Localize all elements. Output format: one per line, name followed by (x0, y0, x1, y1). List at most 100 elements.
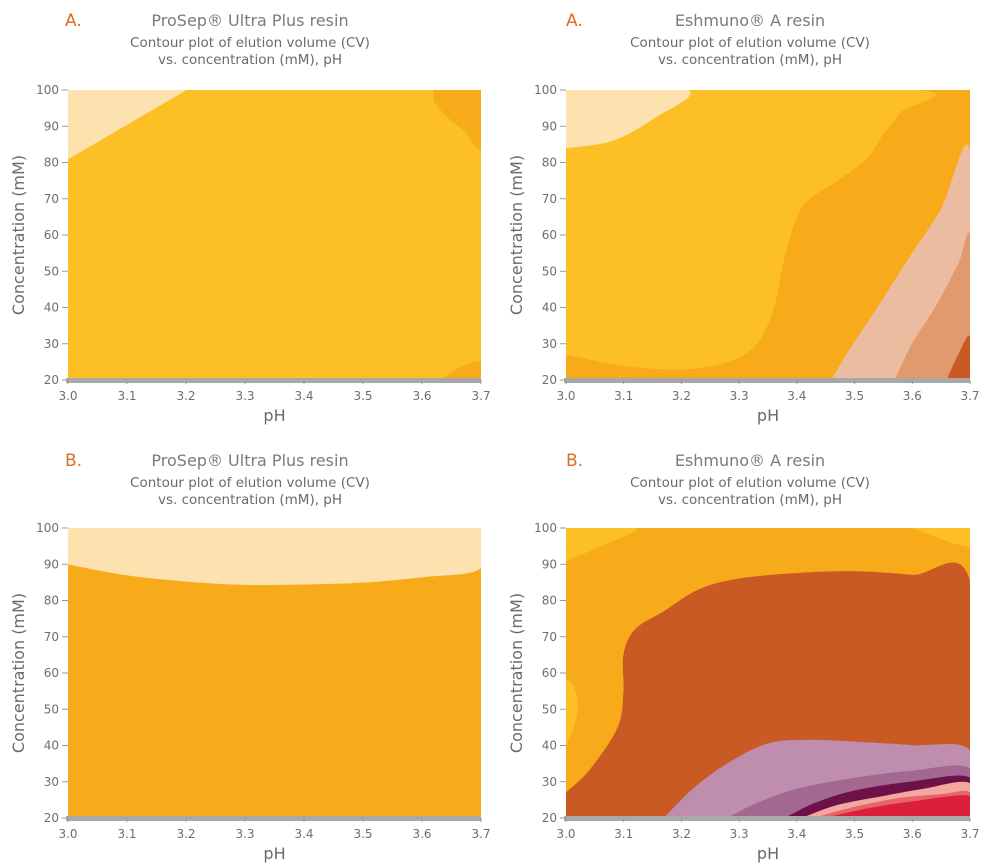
x-tick-label: 3.3 (235, 389, 254, 403)
panel-letter: A. (566, 11, 583, 31)
contour-regions (68, 90, 481, 380)
chart-title: Eshmuno® A resin (675, 11, 825, 30)
panel-letter: B. (566, 451, 583, 471)
y-tick-label: 30 (542, 775, 557, 789)
contour-region (566, 528, 637, 561)
contour-region (433, 90, 481, 150)
contour-panel-1: 20 30 40 50 60 70 80 90 100 3.0 3.1 3.2 3.3 3.4 3.5 3.6… (9, 11, 491, 425)
contour-region (566, 679, 578, 746)
contour-regions (566, 90, 970, 380)
y-tick-label: 20 (44, 811, 59, 825)
y-tick-label: 70 (44, 630, 59, 644)
x-tick-label: 3.3 (730, 389, 749, 403)
x-tick-label: 3.1 (614, 827, 633, 841)
x-tick-label: 3.7 (960, 389, 979, 403)
y-tick-label: 90 (44, 119, 59, 133)
chart-title: ProSep® Ultra Plus resin (151, 451, 348, 470)
y-axis-label: Concentration (mM) (9, 593, 28, 753)
x-axis-label: pH (757, 406, 779, 425)
panel-letter: B. (65, 451, 82, 471)
y-tick-label: 20 (542, 373, 557, 387)
y-tick-label: 60 (44, 228, 59, 242)
chart-subtitle-line2: vs. concentration (mM), pH (658, 492, 842, 508)
y-tick-label: 100 (36, 83, 59, 97)
chart-subtitle-line2: vs. concentration (mM), pH (658, 52, 842, 68)
contour-region (439, 361, 481, 380)
contour-panel-3: 20 30 40 50 60 70 80 90 100 3.0 3.1 3.2 3.3 3.4 3.5 3.6… (9, 451, 491, 863)
x-tick-label: 3.7 (471, 827, 490, 841)
y-tick-label: 70 (542, 630, 557, 644)
x-tick-label: 3.0 (58, 827, 77, 841)
y-tick-label: 100 (36, 521, 59, 535)
contour-region (566, 90, 691, 149)
y-tick-label: 60 (542, 666, 557, 680)
contour-region (894, 232, 970, 380)
x-tick-label: 3.6 (903, 389, 922, 403)
x-axis-baseline (66, 378, 481, 383)
x-tick-label: 3.1 (614, 389, 633, 403)
contour-region (566, 90, 936, 370)
y-tick-label: 90 (44, 557, 59, 571)
x-tick-label: 3.6 (412, 827, 431, 841)
x-tick-label: 3.3 (235, 827, 254, 841)
chart-title: ProSep® Ultra Plus resin (151, 11, 348, 30)
y-tick-label: 30 (44, 775, 59, 789)
y-tick-label: 60 (542, 228, 557, 242)
y-tick-label: 90 (542, 557, 557, 571)
y-tick-label: 40 (542, 301, 557, 315)
x-axis-label: pH (263, 844, 285, 863)
x-tick-label: 3.2 (176, 389, 195, 403)
y-tick-label: 50 (44, 264, 59, 278)
chart-subtitle-line2: vs. concentration (mM), pH (158, 52, 342, 68)
contour-panel-2: 20 30 40 50 60 70 80 90 100 3.0 3.1 3.2 3.3 3.4 3.5 3.6… (507, 11, 980, 425)
chart-title: Eshmuno® A resin (675, 451, 825, 470)
x-tick-label: 3.1 (117, 827, 136, 841)
x-tick-label: 3.1 (117, 389, 136, 403)
y-tick-label: 30 (44, 337, 59, 351)
x-axis-baseline (564, 816, 970, 821)
x-tick-label: 3.6 (412, 389, 431, 403)
x-tick-label: 3.4 (294, 827, 313, 841)
x-tick-label: 3.0 (556, 827, 575, 841)
x-tick-label: 3.6 (903, 827, 922, 841)
contour-region (912, 528, 970, 547)
y-tick-label: 20 (542, 811, 557, 825)
x-tick-label: 3.3 (730, 827, 749, 841)
chart-subtitle-line1: Contour plot of elution volume (CV) (130, 475, 370, 491)
x-tick-label: 3.7 (960, 827, 979, 841)
contour-regions (68, 528, 481, 586)
x-tick-label: 3.7 (471, 389, 490, 403)
y-axis-label: Concentration (mM) (507, 593, 526, 753)
y-tick-label: 40 (44, 301, 59, 315)
y-axis-label: Concentration (mM) (9, 155, 28, 315)
y-tick-label: 60 (44, 666, 59, 680)
y-tick-label: 80 (542, 156, 557, 170)
y-tick-label: 50 (542, 264, 557, 278)
x-axis-baseline (564, 378, 970, 383)
y-tick-label: 40 (542, 739, 557, 753)
y-tick-label: 100 (534, 83, 557, 97)
contour-region (825, 795, 970, 818)
x-tick-label: 3.0 (58, 389, 77, 403)
x-axis-label: pH (757, 844, 779, 863)
x-axis-baseline (66, 816, 481, 821)
x-axis-label: pH (263, 406, 285, 425)
x-tick-label: 3.4 (787, 827, 806, 841)
chart-subtitle-line1: Contour plot of elution volume (CV) (630, 475, 870, 491)
y-tick-label: 90 (542, 119, 557, 133)
x-tick-label: 3.5 (353, 389, 372, 403)
x-tick-label: 3.2 (672, 389, 691, 403)
y-tick-label: 100 (534, 521, 557, 535)
panel-letter: A. (65, 11, 82, 31)
chart-subtitle-line2: vs. concentration (mM), pH (158, 492, 342, 508)
y-tick-label: 20 (44, 373, 59, 387)
x-tick-label: 3.5 (353, 827, 372, 841)
y-tick-label: 30 (542, 337, 557, 351)
contour-regions (566, 528, 970, 818)
x-tick-label: 3.0 (556, 389, 575, 403)
y-tick-label: 40 (44, 739, 59, 753)
contour-region (68, 90, 187, 160)
contour-region (68, 528, 481, 586)
x-tick-label: 3.5 (845, 827, 864, 841)
